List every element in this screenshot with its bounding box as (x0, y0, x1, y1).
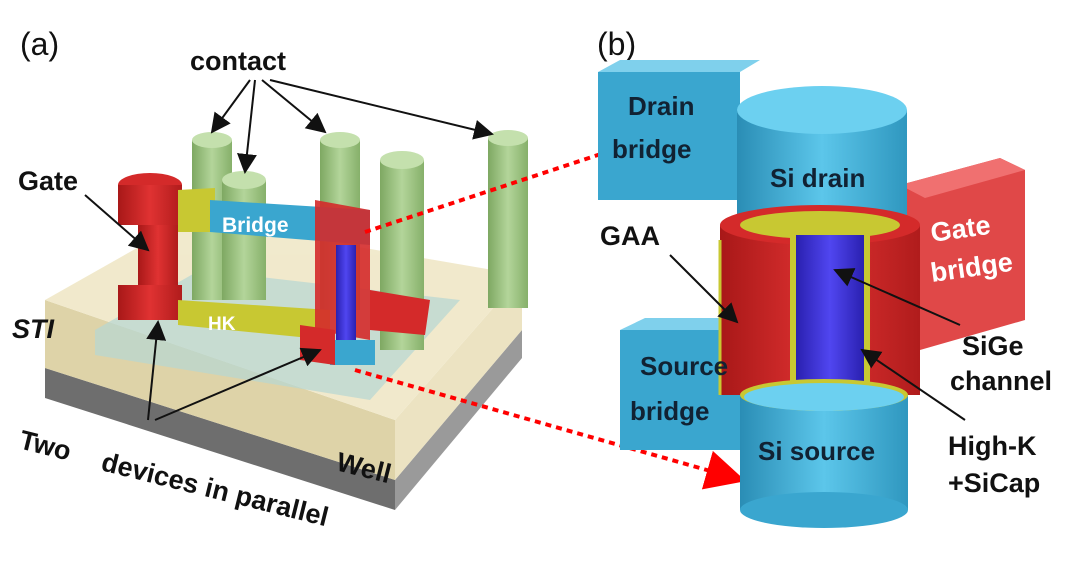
contact-label: contact (190, 46, 286, 76)
gate-bridge (900, 158, 1025, 350)
panel-a-tag: (a) (20, 26, 59, 62)
gaa-gate (718, 205, 920, 395)
device-structure (118, 173, 430, 365)
gate-label: Gate (18, 166, 78, 196)
drain-bridge-label-1: Drain (628, 91, 694, 121)
source-bridge-label-1: Source (640, 351, 728, 381)
si-source-label: Si source (758, 436, 875, 466)
sige-label-1: SiGe (962, 331, 1024, 361)
mapping-arrows (354, 100, 746, 490)
bridge-label: Bridge (222, 214, 289, 237)
drain-bridge-label-2: bridge (612, 134, 691, 164)
sige-channel (796, 235, 864, 390)
highk-label-1: High-K (948, 431, 1037, 461)
sige-label-2: channel (950, 366, 1052, 396)
sti-label: STI (12, 314, 55, 344)
si-source (740, 379, 908, 528)
source-bridge-label-2: bridge (630, 396, 709, 426)
source-bridge (620, 330, 750, 450)
highk-label-2: +SiCap (948, 468, 1040, 498)
contact-arrows (84, 79, 494, 421)
well-layer (45, 330, 522, 510)
panel-a: (a) (12, 26, 528, 532)
panel-b-tag: (b) (597, 26, 636, 62)
drain-bridge (598, 72, 740, 200)
si-drain-label: Si drain (770, 163, 865, 193)
two-devices-label-1: Two (17, 425, 75, 467)
gaa-label: GAA (600, 221, 660, 251)
hk-label: HK (208, 314, 236, 335)
panel-b-arrows (669, 254, 966, 421)
panel-b: (b) (597, 26, 1052, 528)
